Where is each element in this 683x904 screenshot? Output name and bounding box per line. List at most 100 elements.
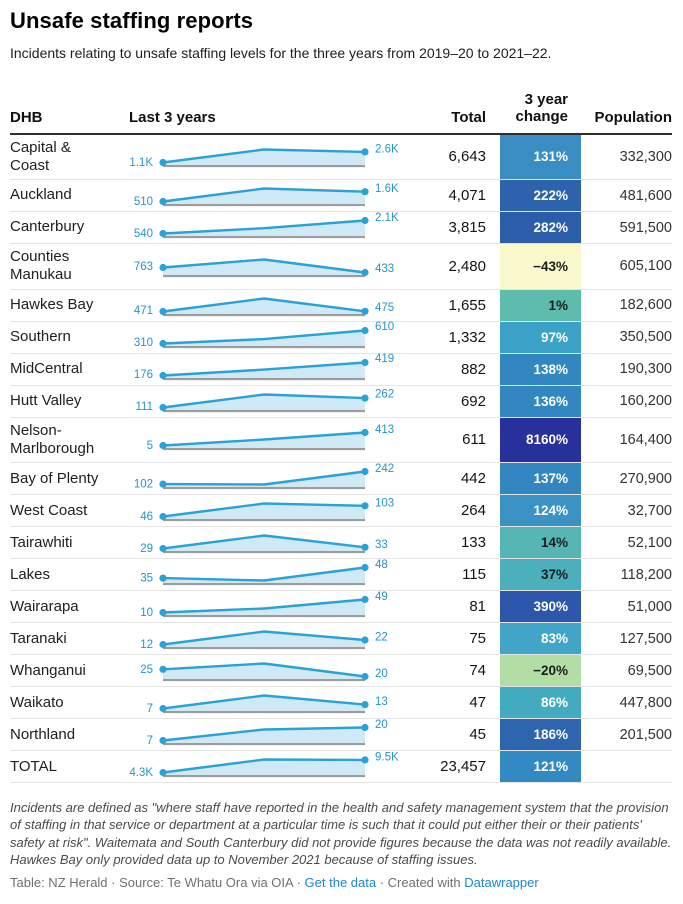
sparkline-start-value: 111	[135, 401, 153, 414]
change-badge: 83%	[500, 623, 581, 655]
sparkline-cell: 111 262	[122, 386, 422, 417]
total-value: 75	[469, 630, 486, 648]
population-value: 332,300	[619, 148, 672, 165]
column-header-population: Population	[594, 108, 673, 126]
total-value: 1,332	[448, 328, 486, 346]
sparkline-cell: 763 433	[122, 244, 422, 289]
sparkline-start-value: 763	[133, 261, 153, 274]
dhb-name: MidCentral	[10, 360, 83, 378]
table-row: Canterbury 540 2.1K 3,815 282% 591,500	[10, 211, 672, 244]
sparkline-cell: 4.3K 9.5K	[122, 751, 422, 782]
total-value: 115	[462, 566, 486, 584]
total-value: 882	[460, 360, 486, 378]
population-value: 127,500	[619, 630, 672, 647]
total-value: 47	[469, 694, 486, 712]
sparkline-end-value: 13	[375, 695, 388, 708]
datawrapper-link[interactable]: Datawrapper	[464, 874, 539, 890]
sparkline-end-value: 33	[375, 538, 388, 551]
dhb-name: Canterbury	[10, 218, 85, 236]
sparkline-start-value: 4.3K	[129, 766, 153, 779]
table-footnote: Incidents are defined as "where staff ha…	[10, 800, 672, 867]
sparkline-cell: 46 103	[122, 495, 422, 526]
sparkline-start-value: 7	[146, 702, 153, 715]
sparkline-start-value: 1.1K	[129, 156, 153, 169]
sparkline-start-value: 102	[133, 478, 153, 491]
population-value: 118,200	[620, 566, 672, 583]
sparkline-end-value: 475	[375, 301, 395, 314]
sparkline-end-value: 413	[375, 423, 395, 436]
sparkline-chart	[159, 694, 369, 714]
table-row: Waikato 7 13 47 86% 447,800	[10, 686, 672, 719]
sparkline-end-value: 1.6K	[375, 182, 399, 195]
total-value: 442	[460, 470, 486, 488]
sparkline-start-value: 510	[133, 195, 153, 208]
sparkline-chart	[159, 296, 369, 316]
sparkline-chart	[159, 187, 369, 207]
change-badge: 136%	[500, 385, 581, 417]
sparkline-chart	[159, 258, 369, 277]
sparkline-end-value: 433	[375, 263, 395, 276]
change-badge: 131%	[500, 134, 581, 180]
sparkline-chart	[159, 534, 369, 554]
dhb-name: Auckland	[10, 186, 72, 204]
change-badge: 390%	[500, 591, 581, 623]
total-value: 74	[469, 662, 486, 680]
get-the-data-link[interactable]: Get the data	[304, 874, 377, 890]
sparkline-start-value: 7	[146, 734, 153, 747]
dhb-name: Waikato	[10, 693, 64, 711]
table-row: Taranaki 12 22 75 83% 127,500	[10, 622, 672, 655]
sparkline-chart	[159, 216, 369, 239]
population-value: 52,100	[627, 534, 672, 551]
table-row: Lakes 35 48 115 37% 118,200	[10, 558, 672, 591]
change-badge: 37%	[500, 559, 581, 591]
sparkline-start-value: 471	[133, 305, 153, 318]
sparkline-chart	[159, 596, 369, 618]
population-value: 164,400	[619, 431, 672, 448]
dhb-name: Whanganui	[10, 661, 86, 679]
change-badge: −20%	[500, 655, 581, 687]
sparkline-start-value: 29	[140, 542, 153, 555]
sparkline-cell: 7 13	[122, 687, 422, 718]
sparkline-chart	[159, 392, 369, 412]
sparkline-end-value: 20	[375, 667, 388, 680]
sparkline-start-value: 35	[140, 572, 153, 585]
total-value: 692	[460, 392, 486, 410]
population-value: 605,100	[619, 258, 672, 275]
table-row: Bay of Plenty 102 242 442 137% 270,900	[10, 462, 672, 495]
sparkline-end-value: 49	[375, 590, 388, 603]
population-value: 160,200	[619, 393, 672, 410]
sparkline-start-value: 5	[146, 439, 153, 452]
sparkline-chart	[159, 502, 369, 522]
population-value: 182,600	[619, 297, 672, 314]
total-value: 6,643	[448, 148, 486, 166]
table-row: MidCentral 176 419 882 138% 190,300	[10, 352, 672, 385]
table-row: West Coast 46 103 264 124% 32,700	[10, 494, 672, 527]
sparkline-cell: 25 20	[122, 655, 422, 686]
dhb-name: Nelson-Marlborough	[10, 421, 95, 457]
sparkline-chart	[159, 148, 369, 168]
sparkline-start-value: 176	[133, 369, 153, 382]
sparkline-start-value: 25	[140, 663, 153, 676]
dhb-name: Southern	[10, 328, 71, 346]
dhb-name: Counties Manukau	[10, 248, 72, 284]
dhb-name: Wairarapa	[10, 597, 79, 615]
table-row: Nelson-Marlborough 5 413 611 8160% 164,4…	[10, 416, 672, 463]
sparkline-start-value: 12	[140, 638, 153, 651]
credit-line: Table: NZ Herald · Source: Te Whatu Ora …	[10, 875, 672, 890]
dhb-name: Capital & Coast	[10, 138, 71, 174]
change-badge: 8160%	[500, 417, 581, 463]
sparkline-end-value: 2.1K	[375, 211, 399, 224]
sparkline-cell: 5 413	[122, 418, 422, 463]
sparkline-start-value: 540	[133, 227, 153, 240]
sparkline-end-value: 9.5K	[375, 751, 399, 764]
sparkline-chart	[159, 468, 369, 490]
population-value: 69,500	[627, 662, 672, 679]
sparkline-cell: 310 610	[122, 321, 422, 353]
population-value: 190,300	[619, 361, 672, 378]
table-row: Southern 310 610 1,332 97% 350,500	[10, 320, 672, 353]
sparkline-cell: 1.1K 2.6K	[122, 135, 422, 180]
column-header-last3years: Last 3 years	[129, 108, 216, 126]
total-value: 611	[462, 431, 486, 449]
dhb-name: Bay of Plenty	[10, 469, 99, 487]
